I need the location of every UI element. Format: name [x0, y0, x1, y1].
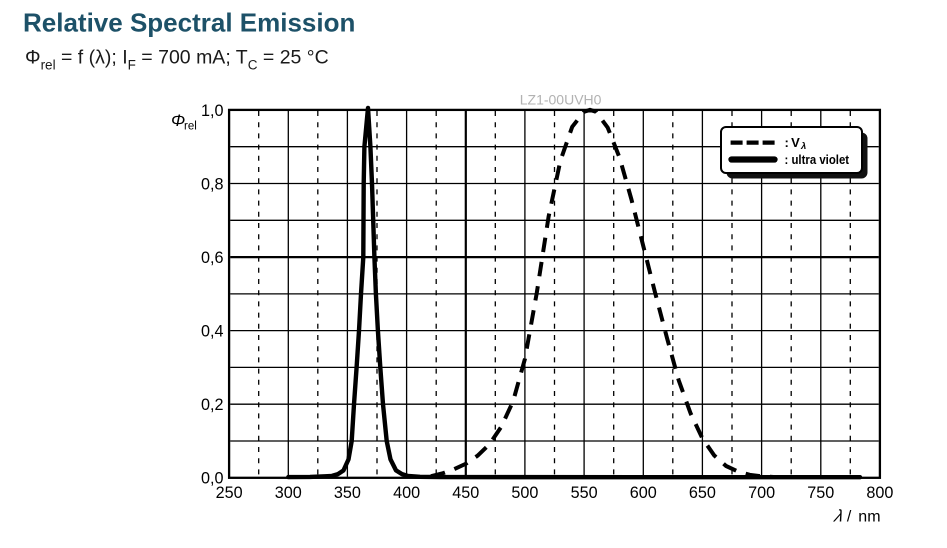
svg-text:0,6: 0,6 — [201, 249, 224, 267]
svg-text:600: 600 — [630, 484, 657, 502]
svg-text:300: 300 — [275, 484, 302, 502]
svg-text:800: 800 — [866, 484, 893, 502]
svg-text:250: 250 — [216, 484, 243, 502]
svg-text:450: 450 — [452, 484, 479, 502]
svg-text:0,8: 0,8 — [201, 175, 224, 193]
svg-text:λ: λ — [800, 141, 806, 152]
svg-text:650: 650 — [689, 484, 716, 502]
svg-text:: ultra violet: : ultra violet — [785, 152, 850, 167]
svg-text:/nm: / nm — [847, 508, 881, 525]
svg-text:550: 550 — [571, 484, 598, 502]
svg-text:0,4: 0,4 — [201, 323, 224, 341]
svg-text:0,0: 0,0 — [201, 470, 224, 488]
svg-text:750: 750 — [807, 484, 834, 502]
svg-text:350: 350 — [334, 484, 361, 502]
svg-text:λ: λ — [832, 506, 846, 526]
svg-text:Relative Spectral Emission: Relative Spectral Emission — [23, 7, 355, 37]
svg-text:700: 700 — [748, 484, 775, 502]
svg-text:500: 500 — [511, 484, 538, 502]
svg-text:LZ1-00UVH0: LZ1-00UVH0 — [520, 92, 602, 108]
svg-text:: V: : V — [785, 135, 801, 150]
svg-text:0,2: 0,2 — [201, 396, 224, 414]
svg-text:400: 400 — [393, 484, 420, 502]
svg-text:Φrel = f (λ); IF = 700 mA; TC: Φrel = f (λ); IF = 700 mA; TC = 25 °C — [25, 47, 329, 73]
svg-text:rel: rel — [184, 121, 197, 133]
svg-text:Φ: Φ — [171, 111, 185, 130]
svg-text:1,0: 1,0 — [201, 102, 224, 120]
